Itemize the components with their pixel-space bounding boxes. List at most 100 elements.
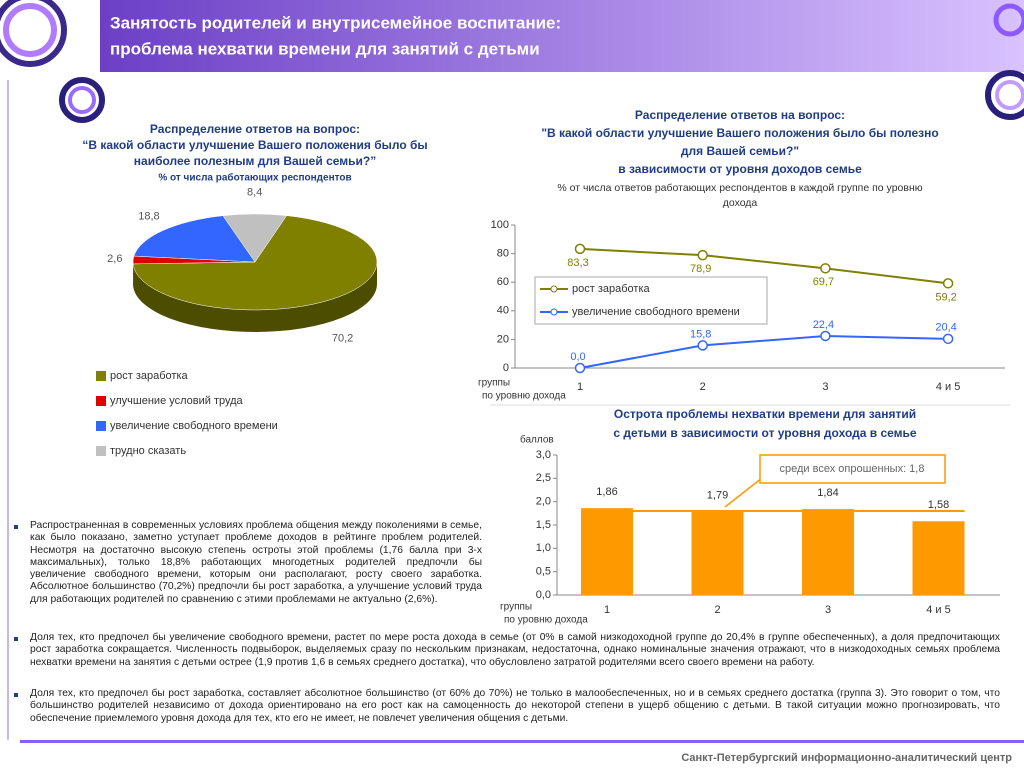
data-label: 78,9 xyxy=(690,263,711,275)
bar xyxy=(802,509,854,595)
data-label: 69,7 xyxy=(813,276,834,288)
point xyxy=(574,243,586,255)
point xyxy=(697,249,708,261)
y-tick-label: 60 xyxy=(497,276,509,288)
chart-title: “В какой области улучшение Вашего положе… xyxy=(82,138,427,152)
y-tick-label: 100 xyxy=(491,219,509,231)
chart-subtitle: % от числа работающих респондентов xyxy=(158,172,351,184)
chart-subtitle: % от числа ответов работающих респондент… xyxy=(557,182,922,194)
x-tick-label: 4 и 5 xyxy=(926,604,951,616)
data-label: 70,2 xyxy=(332,332,353,344)
y-tick-label: 1,5 xyxy=(536,519,551,531)
header-title: Занятость родителей и внутрисемейное вос… xyxy=(110,13,561,32)
y-tick-label: 40 xyxy=(497,305,509,317)
y-tick-label: 20 xyxy=(497,333,509,345)
legend-swatch xyxy=(96,421,106,431)
chart-title: в зависимости от уровня доходов семье xyxy=(618,162,862,176)
line-series xyxy=(579,247,949,285)
y-tick-label: 80 xyxy=(497,248,509,260)
point xyxy=(820,263,831,274)
pie-slice-side xyxy=(133,262,377,332)
pie-slice xyxy=(222,213,288,263)
point xyxy=(574,362,586,374)
x-tick-label: 3 xyxy=(825,604,831,616)
legend-label: трудно сказать xyxy=(110,445,186,457)
bullet-text: Доля тех, кто предпочел бы увеличение св… xyxy=(30,632,1000,668)
legend-swatch xyxy=(96,396,106,406)
data-label: 59,2 xyxy=(935,291,956,303)
bullet-text: Доля тех, кто предпочел бы рост заработк… xyxy=(30,688,1000,724)
callout-connector xyxy=(724,477,763,508)
data-label: 1,58 xyxy=(928,499,949,511)
point xyxy=(697,340,708,351)
y-tick-label: 3,0 xyxy=(536,449,551,461)
chart-title: с детьми в зависимости от уровня дохода … xyxy=(613,426,916,440)
legend-marker xyxy=(550,285,558,293)
x-tick-label: 3 xyxy=(822,381,828,393)
legend-swatch xyxy=(96,446,106,456)
pie-slice xyxy=(133,215,256,263)
legend-box xyxy=(534,276,768,325)
y-tick-label: 0 xyxy=(503,362,509,374)
chart-title: Распределение ответов на вопрос: xyxy=(635,108,845,122)
bullet-text: Распространенная в современных условиях … xyxy=(30,520,482,605)
bar xyxy=(581,508,633,595)
line-series xyxy=(579,334,949,369)
decor xyxy=(0,0,1024,740)
data-label: 1,86 xyxy=(596,486,617,498)
y-tick-label: 2,5 xyxy=(536,472,551,484)
chart-title: Острота проблемы нехватки времени для за… xyxy=(614,407,916,421)
x-tick-label: 1 xyxy=(577,381,583,393)
data-label: 1,84 xyxy=(817,487,838,499)
legend-marker xyxy=(550,308,558,316)
legend-label: увеличение свободного времени xyxy=(110,420,278,432)
y-tick-label: 2,0 xyxy=(536,496,551,508)
chart-title: Распределение ответов на вопрос: xyxy=(150,122,360,136)
data-label: 18,8 xyxy=(138,210,159,222)
header-title: проблема нехватки времени для занятий с … xyxy=(110,39,540,58)
x-tick-label: 2 xyxy=(700,381,706,393)
data-label: 8,4 xyxy=(247,186,262,198)
data-label: 0,0 xyxy=(570,351,585,363)
y-tick-label: 0,0 xyxy=(536,589,551,601)
x-tick-label: 4 и 5 xyxy=(936,381,961,393)
legend-label: рост заработка xyxy=(572,283,650,295)
point xyxy=(820,330,831,342)
data-label: 2,6 xyxy=(107,253,122,265)
x-tick-label: 2 xyxy=(714,604,720,616)
legend-label: увеличение свободного времени xyxy=(572,306,740,318)
bullet-marker xyxy=(14,637,18,641)
x-tick-label: 1 xyxy=(604,604,610,616)
x-axis-label: группы xyxy=(500,602,532,613)
bullet-marker xyxy=(14,693,18,697)
y-axis-label: баллов xyxy=(520,434,554,446)
footer-line xyxy=(20,740,1024,743)
callout-box xyxy=(759,454,946,484)
x-axis-label: по уровню дохода xyxy=(504,615,588,626)
bar xyxy=(912,521,965,595)
footer: Санкт-Петербургский информационно-аналит… xyxy=(681,752,1012,764)
y-tick-label: 0,5 xyxy=(536,566,551,578)
point xyxy=(942,278,954,289)
chart-subtitle: дохода xyxy=(723,197,758,209)
pie-slice xyxy=(132,215,378,311)
x-axis-label: по уровню дохода xyxy=(482,391,566,402)
reference-label: среди всех опрошенных: 1,8 xyxy=(780,463,925,475)
bar xyxy=(691,511,744,595)
data-label: 83,3 xyxy=(567,257,588,269)
chart-title: для Вашей семьи?" xyxy=(681,144,799,158)
chart-title: наиболее полезным для Вашей семьи?” xyxy=(134,154,376,168)
y-tick-label: 1,0 xyxy=(536,542,551,554)
bullet-marker xyxy=(14,525,18,529)
header-band xyxy=(100,0,1024,72)
x-axis-label: группы xyxy=(478,378,510,389)
data-label: 20,4 xyxy=(935,322,956,334)
legend-swatch xyxy=(96,371,106,381)
chart-title: "В какой области улучшение Вашего положе… xyxy=(541,126,938,140)
data-label: 22,4 xyxy=(813,319,834,331)
data-label: 1,79 xyxy=(707,489,728,501)
legend-label: улучшение условий труда xyxy=(110,395,244,407)
legend-label: рост заработка xyxy=(110,370,188,382)
